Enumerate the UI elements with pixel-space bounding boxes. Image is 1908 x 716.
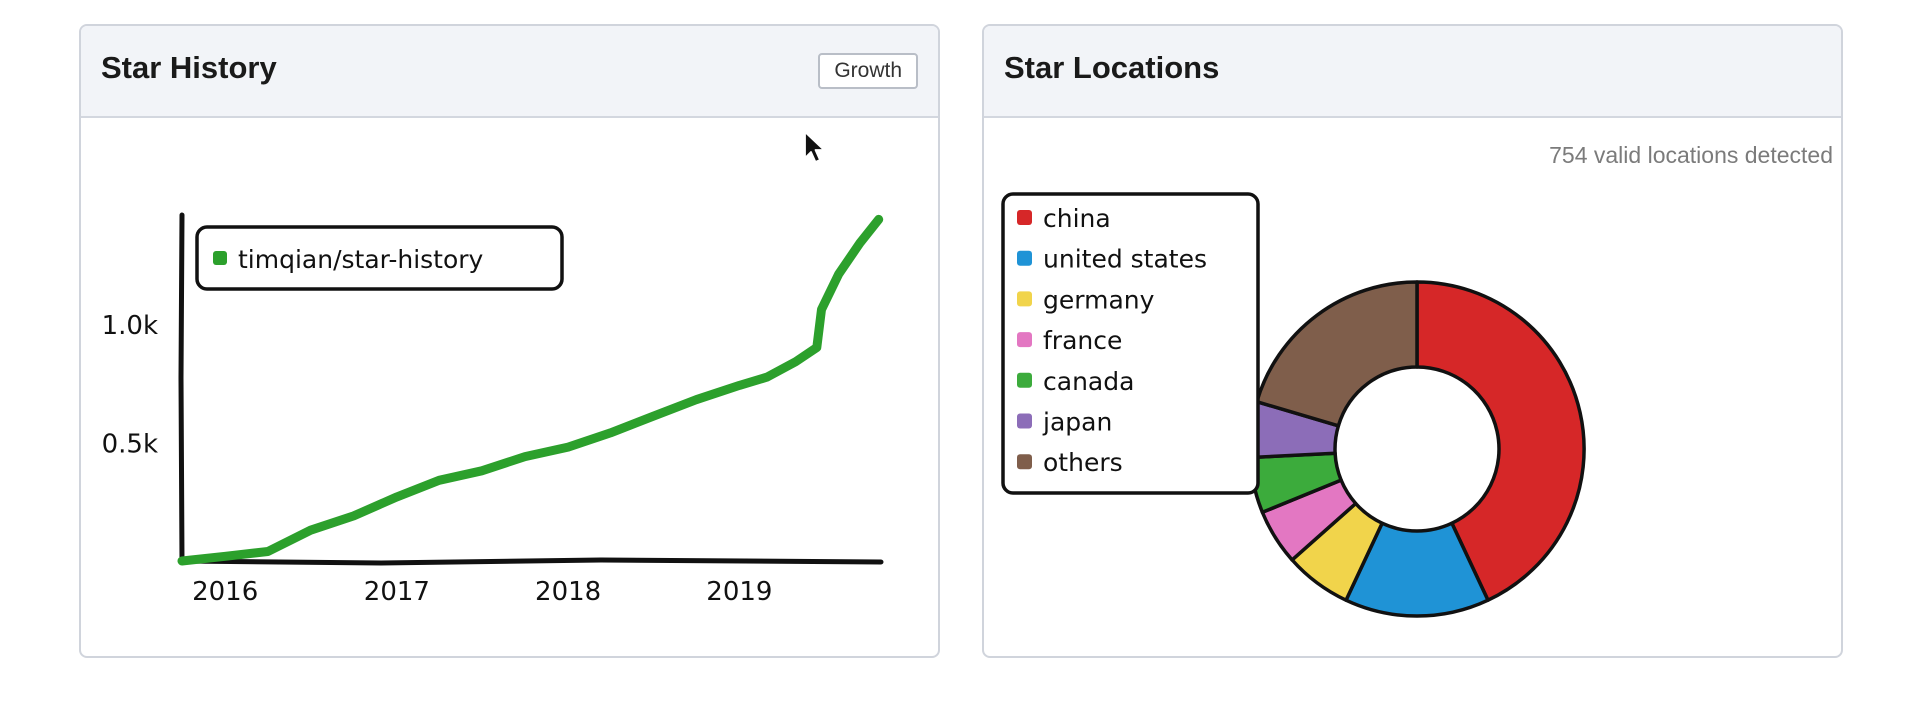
x-axis-line <box>178 557 884 566</box>
legend-label: timqian/star-history <box>238 245 484 274</box>
legend-swatch <box>213 251 227 265</box>
star-locations-body: 754 valid locations detected china united… <box>984 118 1841 656</box>
star-history-header: Star History Growth <box>81 26 938 118</box>
star-history-panel: Star History Growth 2016 2017 2018 2019 0.5k… <box>79 24 940 658</box>
star-history-title: Star History <box>101 50 277 85</box>
pie-slice-others <box>1255 280 1419 428</box>
legend-swatch <box>1017 372 1032 388</box>
x-tick-label: 2016 <box>192 577 258 607</box>
y-axis-line <box>178 212 185 565</box>
star-history-body: 2016 2017 2018 2019 0.5k 1.0k timqian/star-his… <box>81 118 938 656</box>
y-tick-label: 0.5k <box>102 429 158 459</box>
star-locations-panel: Star Locations 754 valid locations detec… <box>982 24 1843 658</box>
legend-swatch <box>1017 250 1032 266</box>
series-line <box>177 214 884 566</box>
legend-swatch <box>1017 210 1032 225</box>
legend-swatch <box>1017 291 1032 307</box>
growth-button[interactable]: Growth <box>818 53 918 89</box>
star-locations-header: Star Locations <box>984 26 1841 118</box>
mouse-pointer-icon <box>804 131 825 163</box>
chart-legend: timqian/star-history <box>195 225 564 291</box>
star-history-chart: 2016 2017 2018 2019 0.5k 1.0k timqian/star-his… <box>102 212 884 607</box>
legend-label: united states <box>1043 245 1207 274</box>
valid-locations-count: 754 valid locations detected <box>1549 142 1833 168</box>
legend-label: germany <box>1043 285 1155 314</box>
legend-swatch <box>1017 332 1032 348</box>
legend-label: france <box>1043 326 1122 355</box>
y-tick-label: 1.0k <box>102 311 158 341</box>
legend-swatch <box>1017 454 1032 470</box>
star-locations-title: Star Locations <box>1004 50 1220 85</box>
legend-label: others <box>1043 448 1123 477</box>
pie-slice-china <box>1415 280 1586 602</box>
x-tick-label: 2018 <box>535 577 601 607</box>
legend-label: japan <box>1042 408 1112 437</box>
star-locations-chart: china united states germany france canada jap… <box>1001 192 1586 618</box>
legend-label: china <box>1043 204 1111 233</box>
x-tick-label: 2019 <box>706 577 772 607</box>
legend-swatch <box>1017 413 1032 429</box>
pie-legend: china united states germany france canada jap… <box>1001 192 1260 495</box>
legend-label: canada <box>1043 367 1134 396</box>
x-tick-label: 2017 <box>364 577 430 607</box>
